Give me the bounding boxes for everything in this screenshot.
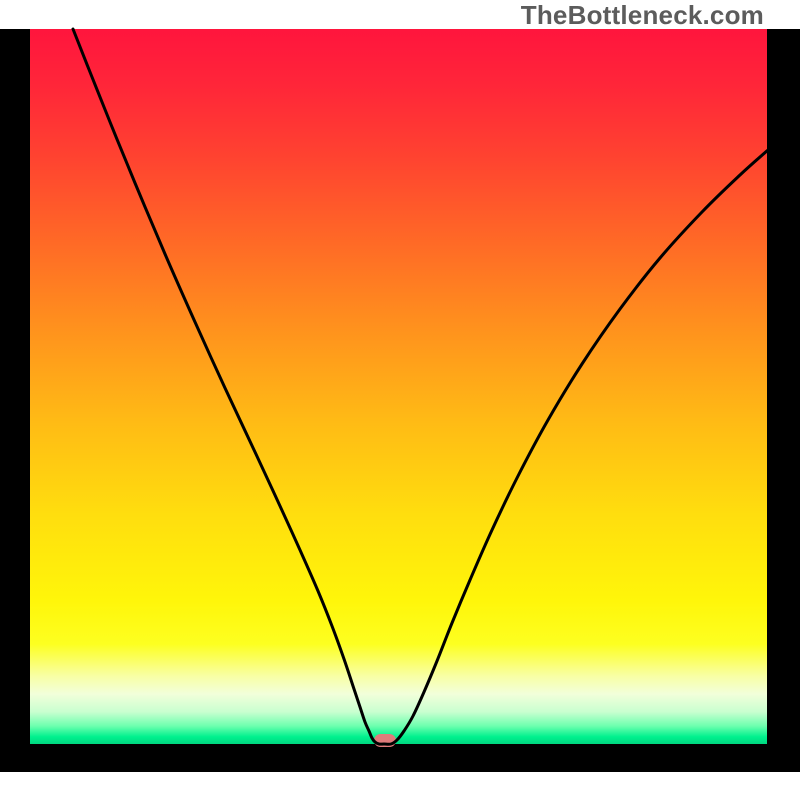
watermark-text: TheBottleneck.com [521,0,764,31]
chart-stage: TheBottleneck.com [0,0,800,800]
bottleneck-curve [0,0,800,800]
